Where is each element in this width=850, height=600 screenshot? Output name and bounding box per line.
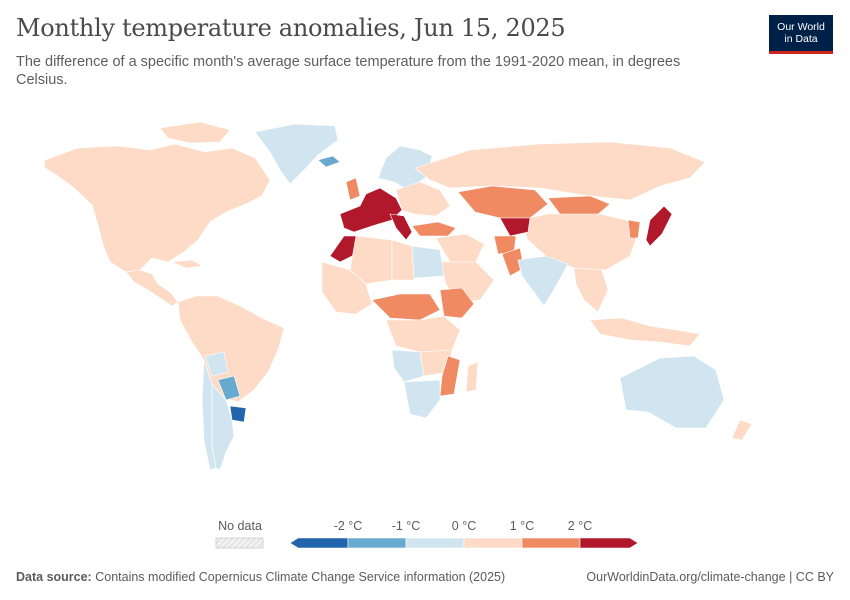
region-eastern-europe[interactable]: Eastern Europe [395, 181, 451, 217]
region-australia[interactable]: Australia [619, 355, 725, 429]
legend-bin-0-1[interactable] [463, 537, 523, 549]
region-japan[interactable]: Japan [645, 205, 673, 247]
logo-line-1: Our World [777, 21, 825, 33]
legend-tick-label: -1 °C [392, 519, 421, 533]
region-libya[interactable]: Libya [391, 239, 415, 281]
region-china[interactable]: China [519, 213, 639, 271]
legend-no-data-label: No data [218, 519, 262, 533]
region-north-america[interactable]: North America [43, 143, 271, 273]
region-kazakhstan[interactable]: Kazakhstan [457, 185, 549, 219]
legend-bin-1-2[interactable] [521, 537, 581, 549]
region-new-zealand[interactable]: New Zealand [731, 419, 753, 441]
region-italy[interactable]: Italy [389, 213, 413, 241]
region-antilles[interactable]: Antilles [171, 259, 203, 269]
legend-bin-m2-m1[interactable] [347, 537, 407, 549]
region-central-america[interactable]: Central America [125, 269, 179, 307]
legend-no-data-swatch [215, 537, 264, 549]
region-bolivia[interactable]: Bolivia [204, 351, 229, 377]
legend-bin-lt-m2[interactable] [289, 537, 349, 549]
footer-source: Data source: Contains modified Copernicu… [16, 570, 505, 584]
region-india[interactable]: India [517, 255, 569, 307]
owid-logo[interactable]: Our World in Data [769, 15, 833, 54]
legend: No data -2 °C -1 °C 0 °C 1 °C 2 °C [215, 519, 639, 549]
world-map[interactable]: North America North America Central Amer… [0, 110, 850, 510]
chart-title: Monthly temperature anomalies, Jun 15, 2… [16, 14, 566, 42]
region-north-america[interactable]: North America [159, 121, 231, 144]
logo-line-2: in Data [784, 33, 818, 45]
region-central-asia[interactable]: Central Asia [499, 217, 531, 237]
region-middle-east[interactable]: Middle East [435, 233, 485, 263]
source-text: Contains modified Copernicus Climate Cha… [95, 570, 506, 584]
region-united-kingdom[interactable]: United Kingdom [345, 177, 361, 201]
region-south-america[interactable]: South America [177, 295, 285, 403]
region-korea[interactable]: Korea [627, 219, 641, 239]
region-russia[interactable]: Russia [414, 141, 706, 201]
region-egypt[interactable]: Egypt [411, 245, 445, 279]
region-uruguay[interactable]: Uruguay [229, 405, 247, 423]
legend-tick-label: 1 °C [510, 519, 534, 533]
region-southern-africa[interactable]: Southern Africa [403, 379, 441, 419]
footer-link-area: OurWorldinData.org/climate-change | CC B… [586, 570, 834, 584]
region-central-africa[interactable]: Central Africa [385, 315, 461, 353]
region-indonesia[interactable]: Indonesia [589, 317, 701, 347]
legend-bin-m1-0[interactable] [405, 537, 465, 549]
legend-tick-label: 0 °C [452, 519, 476, 533]
region-turkey[interactable]: Turkey [411, 221, 457, 237]
legend-tick-label: -2 °C [334, 519, 363, 533]
region-mongolia[interactable]: Mongolia [547, 195, 611, 217]
footer-separator: | [789, 570, 796, 584]
chart-subtitle: The difference of a specific month's ave… [16, 54, 681, 88]
region-madagascar[interactable]: Madagascar [465, 361, 479, 393]
region-algeria[interactable]: Algeria [349, 235, 393, 285]
region-west-africa[interactable]: West Africa [321, 261, 373, 315]
region-sahel[interactable]: Sahel [371, 293, 441, 321]
source-label: Data source: [16, 570, 92, 584]
footer-link[interactable]: OurWorldinData.org/climate-change [586, 570, 786, 584]
region-southeast-asia[interactable]: Southeast Asia [573, 267, 609, 313]
region-argentina[interactable]: Argentina [211, 383, 235, 471]
legend-tick-label: 2 °C [568, 519, 592, 533]
region-mozambique[interactable]: Mozambique [439, 355, 461, 397]
region-angola[interactable]: Angola [391, 349, 425, 383]
region-paraguay[interactable]: Paraguay [217, 375, 241, 401]
footer-license: CC BY [795, 570, 834, 584]
region-greenland[interactable]: Greenland [254, 123, 339, 185]
legend-bin-gt-2[interactable] [579, 537, 639, 549]
region-iceland[interactable]: Iceland [317, 155, 341, 168]
region-ethiopia[interactable]: Ethiopia [439, 287, 475, 319]
